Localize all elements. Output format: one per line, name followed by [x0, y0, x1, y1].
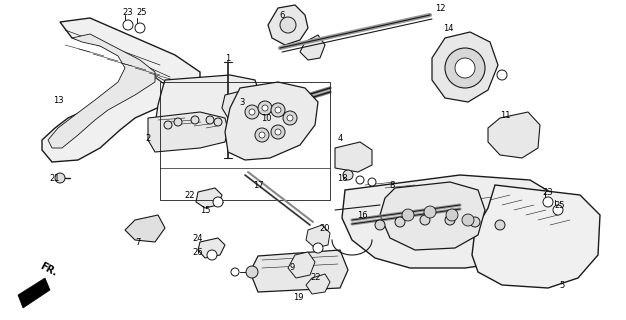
Polygon shape: [155, 75, 260, 148]
Circle shape: [446, 209, 458, 221]
Polygon shape: [288, 252, 315, 278]
Circle shape: [255, 128, 269, 142]
Polygon shape: [268, 5, 308, 45]
Polygon shape: [148, 112, 228, 152]
Text: 6: 6: [279, 11, 285, 20]
Circle shape: [271, 125, 285, 139]
Circle shape: [395, 217, 405, 227]
Polygon shape: [48, 34, 155, 148]
Text: 20: 20: [320, 223, 331, 233]
Polygon shape: [342, 175, 560, 268]
Text: 23: 23: [123, 7, 133, 17]
Text: 4: 4: [337, 133, 342, 142]
Circle shape: [249, 109, 255, 115]
Circle shape: [191, 116, 199, 124]
Circle shape: [368, 178, 376, 186]
Circle shape: [495, 220, 505, 230]
Circle shape: [135, 23, 145, 33]
Circle shape: [553, 205, 563, 215]
Polygon shape: [18, 278, 50, 308]
Circle shape: [275, 129, 281, 135]
Circle shape: [262, 105, 268, 111]
Circle shape: [445, 215, 455, 225]
Polygon shape: [250, 250, 348, 292]
Circle shape: [164, 121, 172, 129]
Circle shape: [424, 206, 436, 218]
Polygon shape: [306, 274, 330, 294]
Polygon shape: [42, 18, 200, 162]
Polygon shape: [380, 182, 485, 250]
Circle shape: [280, 17, 296, 33]
Circle shape: [375, 220, 385, 230]
Circle shape: [402, 209, 414, 221]
Circle shape: [271, 103, 285, 117]
Circle shape: [231, 268, 239, 276]
Circle shape: [245, 105, 259, 119]
Circle shape: [445, 48, 485, 88]
Text: 3: 3: [239, 98, 245, 107]
Polygon shape: [472, 185, 600, 288]
Circle shape: [213, 197, 223, 207]
Text: 8: 8: [389, 180, 394, 189]
Polygon shape: [335, 142, 372, 172]
Text: 17: 17: [253, 180, 264, 189]
Circle shape: [207, 250, 217, 260]
Text: 1: 1: [225, 53, 230, 62]
Circle shape: [462, 214, 474, 226]
Text: 9: 9: [289, 263, 295, 273]
Text: 2: 2: [145, 133, 151, 142]
Text: 26: 26: [193, 247, 203, 257]
Polygon shape: [198, 238, 225, 258]
Text: 11: 11: [500, 110, 510, 119]
Circle shape: [55, 173, 65, 183]
Text: 24: 24: [193, 234, 203, 243]
Circle shape: [123, 20, 133, 30]
Polygon shape: [196, 188, 222, 208]
Polygon shape: [125, 215, 165, 242]
Circle shape: [174, 118, 182, 126]
Text: 25: 25: [136, 7, 147, 17]
Text: 22: 22: [310, 274, 321, 283]
Circle shape: [497, 70, 507, 80]
Circle shape: [206, 116, 214, 124]
Circle shape: [259, 132, 265, 138]
Circle shape: [343, 170, 353, 180]
Circle shape: [543, 197, 553, 207]
Polygon shape: [488, 112, 540, 158]
Circle shape: [275, 107, 281, 113]
Text: 10: 10: [261, 114, 271, 123]
Circle shape: [287, 115, 293, 121]
Text: 25: 25: [555, 201, 565, 210]
Circle shape: [313, 243, 323, 253]
Text: 18: 18: [337, 173, 347, 182]
Text: 21: 21: [49, 173, 60, 182]
Text: 14: 14: [443, 23, 453, 33]
Text: 13: 13: [53, 95, 63, 105]
Circle shape: [283, 111, 297, 125]
Circle shape: [356, 176, 364, 184]
Polygon shape: [222, 90, 258, 120]
Text: 7: 7: [135, 237, 141, 246]
Polygon shape: [300, 35, 325, 60]
Circle shape: [214, 118, 222, 126]
Text: 22: 22: [185, 190, 195, 199]
Text: 19: 19: [293, 293, 303, 302]
Circle shape: [420, 215, 430, 225]
Text: 12: 12: [434, 4, 445, 12]
Circle shape: [258, 101, 272, 115]
Circle shape: [470, 217, 480, 227]
Text: 15: 15: [200, 205, 210, 214]
Circle shape: [246, 266, 258, 278]
Circle shape: [455, 58, 475, 78]
Polygon shape: [225, 82, 318, 160]
Polygon shape: [306, 225, 330, 248]
Text: 16: 16: [357, 211, 367, 220]
Text: 5: 5: [560, 281, 565, 290]
Text: FR.: FR.: [38, 261, 59, 278]
Polygon shape: [432, 32, 498, 102]
Text: 23: 23: [543, 188, 553, 196]
